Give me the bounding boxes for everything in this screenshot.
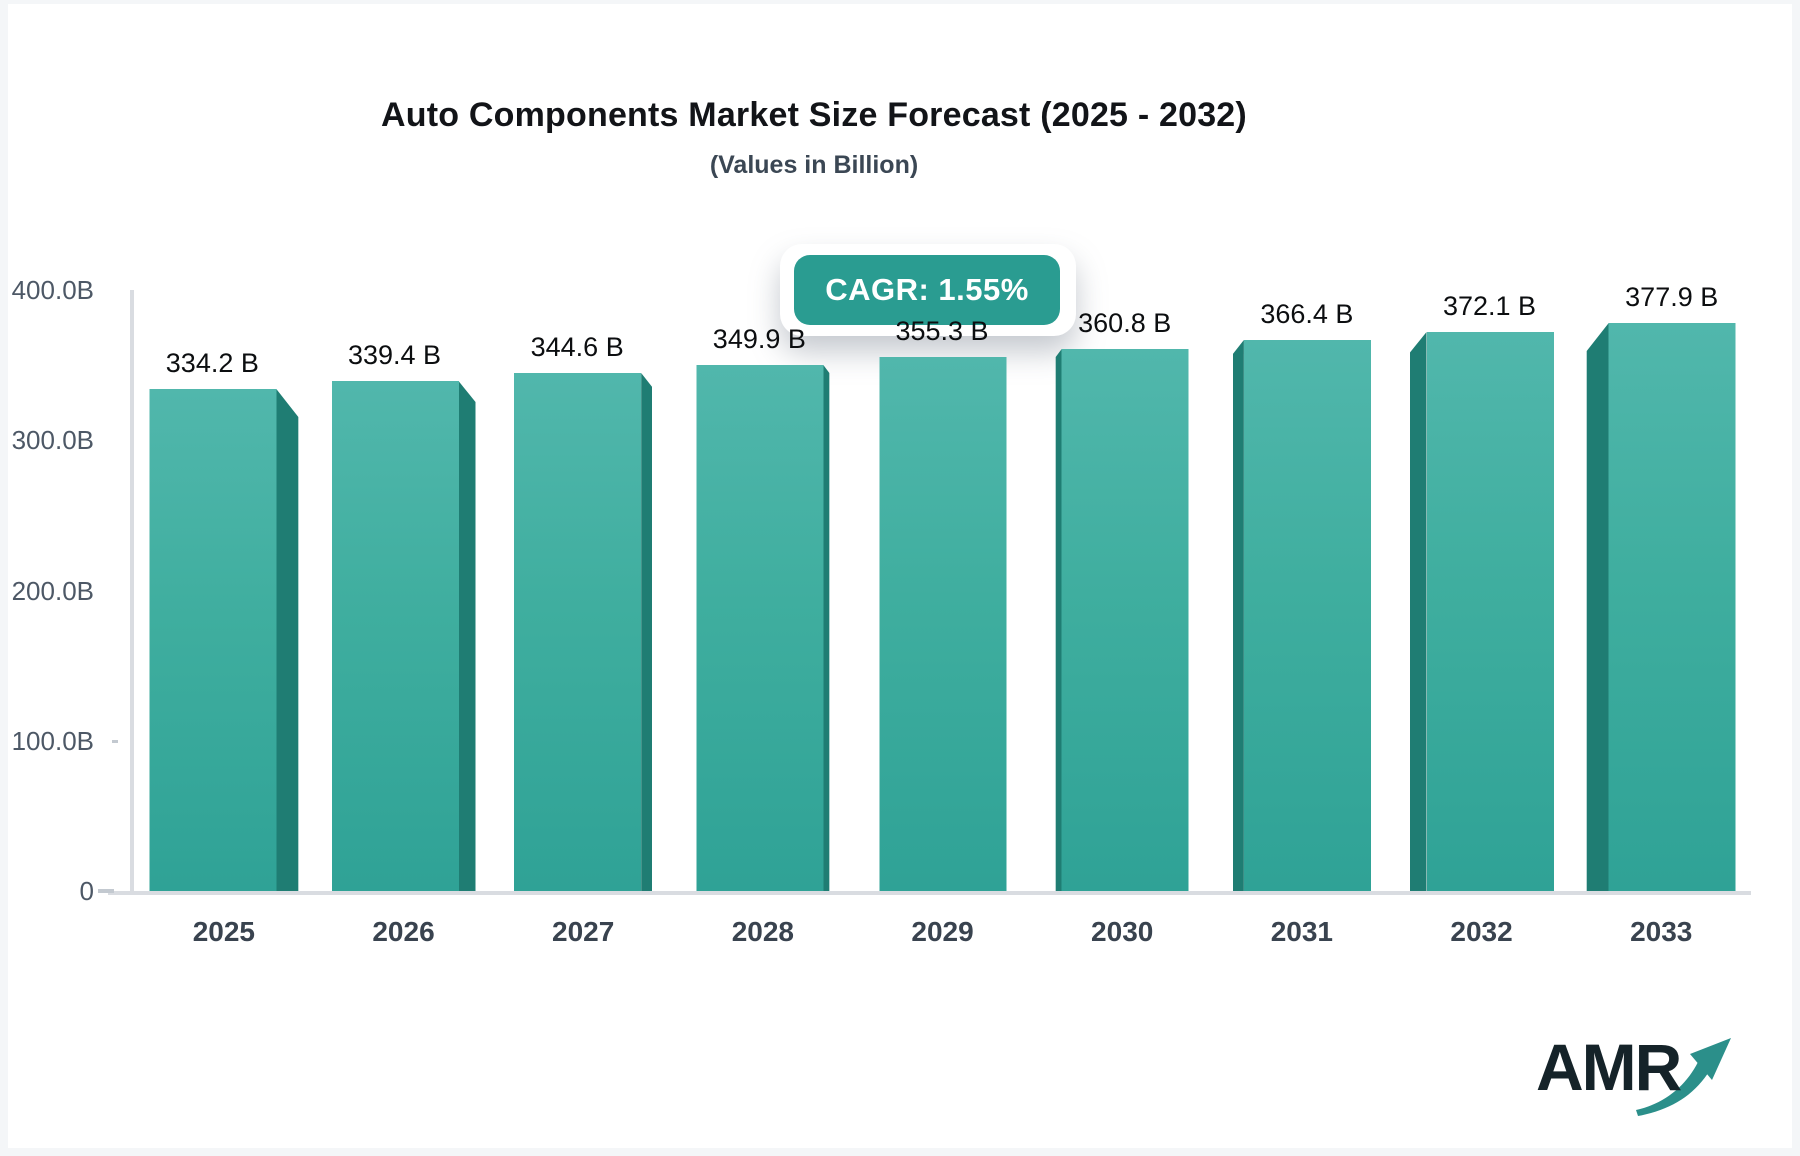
x-axis-line [108,891,1751,895]
bar-face [331,381,459,891]
bar-face [1608,323,1736,891]
bar-value-label: 339.4 B [347,340,442,370]
bar-value-label: 366.4 B [1260,299,1354,329]
chart-title: Auto Components Market Size Forecast (20… [381,96,1247,134]
bar-side-3d [1055,349,1062,891]
bar-2033: 377.9 B [1586,282,1736,891]
bar-slot: 339.4 B [314,290,494,891]
bar-value-label: 334.2 B [165,348,259,378]
chart-card: Auto Components Market Size Forecast (20… [8,4,1792,1148]
chart-header: Auto Components Market Size Forecast (20… [8,96,1620,180]
bar-side-3d [1409,332,1427,891]
bar-value-label: 344.6 B [530,332,624,362]
bar-face [1061,349,1189,891]
x-axis-label: 2025 [192,916,255,947]
bar-2025: 334.2 B [149,348,299,891]
bar-side-3d [1232,340,1244,891]
y-axis-tick-mark [98,889,114,893]
bar-slot: 344.6 B [493,290,673,891]
amr-logo: AMR [1536,1032,1746,1122]
bar-side-3d [641,373,653,891]
bar-face [514,373,642,891]
bar-2029: 355.3 B [879,316,1007,891]
x-axis-labels: 2025 2026 2027 2028 2029 2030 2031 2032 2033 [134,916,1751,948]
x-axis-label: 2029 [911,916,974,947]
bar-value-label: 355.3 B [895,316,989,346]
bar-face [696,365,824,891]
bar-2031: 366.4 B [1232,299,1371,891]
bar-value-label: 349.9 B [712,324,806,354]
bar-value-label: 360.8 B [1078,308,1172,338]
bar-face [1243,340,1371,891]
plot-area: 334.2 B 339.4 B 344.6 B 349.9 B 355.3 B 360.8… [12,277,1751,904]
bar-slot: 377.9 B [1571,282,1751,891]
bar-2030: 360.8 B [1055,308,1189,891]
y-axis-tick-label: 300.0B [11,425,94,456]
bar-side-3d [1586,323,1609,891]
x-axis-label: 2033 [1630,916,1693,947]
bar-2028: 349.9 B [696,324,830,891]
y-axis-tick-label: 400.0B [11,275,94,305]
bar-slot: 334.2 B [134,290,314,891]
bar-slot: 349.9 B [673,290,853,891]
amr-logo-text: AMR [1536,1030,1682,1104]
bar-value-label: 372.1 B [1442,291,1537,321]
bar-slot: 372.1 B [1392,290,1572,891]
y-axis-tick-label: 200.0B [11,575,94,606]
bar-2032: 372.1 B [1409,291,1554,891]
bar-side-3d [823,365,830,891]
x-axis-label: 2030 [1091,916,1154,947]
bar-slot: 360.8 B [1032,290,1212,891]
bar-value-label: 377.9 B [1625,282,1719,312]
bar-slot: 366.4 B [1212,290,1392,891]
x-axis-label: 2027 [552,916,615,947]
y-axis-tick-label: 0 [79,876,94,906]
bar-side-3d [276,389,299,891]
bars-container: 334.2 B 339.4 B 344.6 B 349.9 B 355.3 B 360.8… [134,282,1751,891]
bar-slot: 355.3 B [853,290,1033,891]
x-axis-label: 2031 [1270,916,1334,947]
bar-2027: 344.6 B [514,332,653,891]
bar-face [879,357,1007,891]
x-axis-label: 2032 [1450,916,1513,947]
bar-2026: 339.4 B [331,340,476,891]
x-axis-label: 2028 [731,916,794,947]
cagr-badge: CAGR: 1.55% [794,255,1060,325]
y-axis-tick-mark [112,739,118,743]
x-axis-label: 2026 [372,916,435,947]
bar-side-3d [458,381,476,891]
bar-face [149,389,277,891]
chart-subtitle: (Values in Billion) [709,151,919,179]
bar-face [1426,332,1554,891]
y-axis-tick-label: 100.0B [11,725,94,756]
y-axis-line [130,290,134,891]
growth-arrow-icon [1636,1038,1731,1116]
